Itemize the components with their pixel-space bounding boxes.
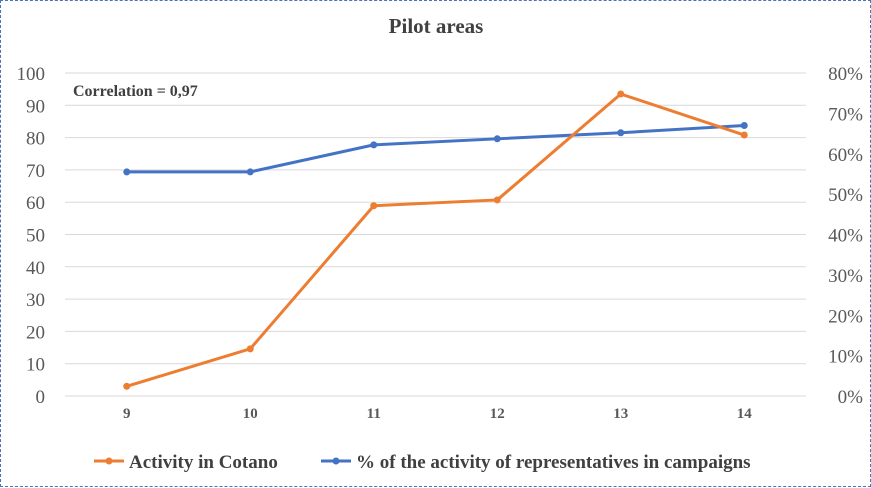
data-point xyxy=(123,168,131,176)
x-tick-label: 9 xyxy=(123,406,131,422)
data-point xyxy=(617,90,625,98)
data-point xyxy=(370,141,378,149)
legend-label: % of the activity of representatives in … xyxy=(356,452,751,473)
data-point xyxy=(617,129,625,137)
right-tick-label: 50% xyxy=(828,185,863,206)
x-tick-label: 10 xyxy=(243,406,258,422)
data-point xyxy=(740,131,748,139)
data-point xyxy=(740,121,748,129)
left-axis-ticks: 0 10 20 30 40 50 60 70 80 90 100 xyxy=(17,64,46,408)
data-point xyxy=(493,135,501,143)
chart-title: Pilot areas xyxy=(389,14,484,38)
left-tick-label: 10 xyxy=(26,355,45,376)
left-tick-label: 60 xyxy=(26,193,45,214)
series-layer xyxy=(123,90,748,390)
legend-label: Activity in Cotano xyxy=(129,452,278,473)
legend-swatch-marker xyxy=(105,457,113,465)
left-tick-label: 0 xyxy=(36,387,46,408)
left-tick-label: 20 xyxy=(26,322,45,343)
right-tick-label: 60% xyxy=(828,145,863,166)
left-tick-label: 80 xyxy=(26,129,45,150)
right-tick-label: 20% xyxy=(828,306,863,327)
x-tick-label: 12 xyxy=(490,406,505,422)
correlation-annotation: Correlation = 0,97 xyxy=(73,83,198,100)
right-tick-label: 70% xyxy=(828,104,863,125)
series-line-percent-activity xyxy=(125,123,746,174)
right-axis-ticks: 0% 10% 20% 30% 40% 50% 60% 70% 80% xyxy=(828,64,863,408)
x-tick-label: 14 xyxy=(737,406,753,422)
x-tick-label: 11 xyxy=(367,406,381,422)
left-tick-label: 100 xyxy=(17,64,46,85)
data-point xyxy=(123,382,131,390)
right-tick-label: 0% xyxy=(838,387,864,408)
x-axis-ticks: 9 10 11 12 13 14 xyxy=(123,406,752,422)
left-tick-label: 40 xyxy=(26,258,45,279)
gridlines xyxy=(65,72,806,397)
right-tick-label: 40% xyxy=(828,226,863,247)
legend-swatch-marker xyxy=(332,457,340,465)
left-tick-label: 30 xyxy=(26,290,45,311)
x-tick-label: 13 xyxy=(613,406,628,422)
data-point xyxy=(246,168,254,176)
data-point xyxy=(246,345,254,353)
right-tick-label: 30% xyxy=(828,266,863,287)
series-line-activity-cotano xyxy=(125,92,746,388)
left-tick-label: 50 xyxy=(26,226,45,247)
left-tick-label: 90 xyxy=(26,96,45,117)
right-tick-label: 80% xyxy=(828,64,863,85)
right-tick-label: 10% xyxy=(828,347,863,368)
left-tick-label: 70 xyxy=(26,161,45,182)
legend: Activity in Cotano % of the activity of r… xyxy=(94,452,751,473)
data-point xyxy=(370,202,378,210)
data-point xyxy=(493,196,501,204)
